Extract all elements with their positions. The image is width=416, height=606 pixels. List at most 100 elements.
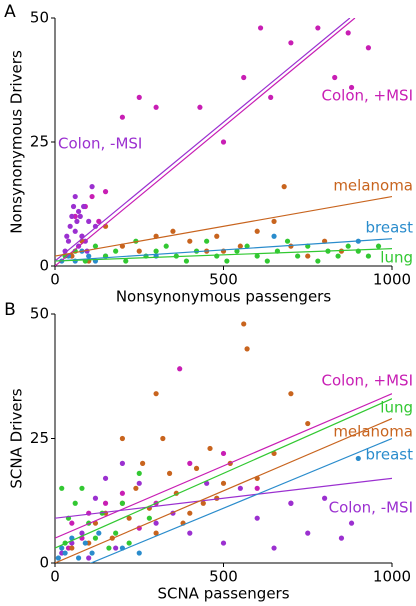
point xyxy=(220,450,227,457)
series-label: Colon, +MSI xyxy=(322,372,414,390)
point xyxy=(74,218,80,224)
point xyxy=(62,248,68,254)
point xyxy=(254,485,260,491)
point xyxy=(338,248,345,254)
point xyxy=(200,500,206,506)
point xyxy=(65,238,72,244)
point xyxy=(153,520,159,526)
point xyxy=(102,189,109,195)
point xyxy=(136,470,142,476)
point xyxy=(305,420,311,427)
point xyxy=(338,535,345,541)
point xyxy=(348,84,355,91)
point xyxy=(153,391,159,397)
plot-area xyxy=(55,321,392,563)
point xyxy=(183,258,190,264)
point xyxy=(64,233,70,239)
point xyxy=(241,321,247,327)
y-axis-title: SCNA Drivers xyxy=(8,388,26,488)
point xyxy=(365,253,372,259)
point xyxy=(119,435,125,442)
y-tick-label: 25 xyxy=(30,133,49,151)
point xyxy=(284,238,291,244)
point xyxy=(86,555,92,561)
point xyxy=(254,515,260,521)
panel-label: A xyxy=(4,2,16,22)
series-label: melanoma xyxy=(333,177,413,195)
point xyxy=(113,545,119,551)
point xyxy=(59,545,65,551)
point xyxy=(119,500,125,506)
x-axis-title: Nonsynonymous passengers xyxy=(116,288,332,306)
point xyxy=(72,500,78,506)
point xyxy=(126,540,132,546)
fit-line xyxy=(55,195,392,257)
point xyxy=(355,455,361,462)
plot-area xyxy=(55,18,392,266)
point xyxy=(375,243,382,249)
point xyxy=(102,500,109,506)
point xyxy=(140,460,146,466)
point xyxy=(136,480,142,486)
point xyxy=(345,30,351,36)
point xyxy=(136,94,142,100)
point xyxy=(224,258,230,264)
point xyxy=(288,40,294,46)
point xyxy=(123,258,129,264)
point xyxy=(69,213,75,219)
series-label: Colon, -MSI xyxy=(329,499,413,517)
fit-line xyxy=(55,248,392,262)
point xyxy=(207,445,213,452)
x-tick-label: 500 xyxy=(209,568,238,586)
y-axis-title: Nonsynonymous Drivers xyxy=(8,50,26,234)
point xyxy=(187,530,193,536)
point xyxy=(332,74,338,81)
point xyxy=(113,248,119,254)
fit-line xyxy=(55,393,392,539)
point xyxy=(365,45,372,51)
point xyxy=(348,520,355,526)
point xyxy=(153,248,159,254)
point xyxy=(72,193,78,200)
point xyxy=(86,218,92,224)
point xyxy=(166,470,173,476)
point xyxy=(288,500,294,506)
point xyxy=(96,218,102,224)
point xyxy=(75,555,82,561)
point xyxy=(271,545,277,551)
fit-line xyxy=(89,437,392,563)
point xyxy=(79,530,85,536)
point xyxy=(254,253,260,259)
point xyxy=(69,520,75,526)
point xyxy=(335,253,341,259)
point xyxy=(237,243,243,249)
point xyxy=(146,515,152,521)
point xyxy=(136,248,142,254)
y-tick-label: 0 xyxy=(39,257,49,275)
point xyxy=(315,25,321,31)
point xyxy=(214,233,220,239)
fit-line xyxy=(55,18,351,262)
point xyxy=(160,435,166,442)
series-label: breast xyxy=(366,446,414,464)
point xyxy=(119,114,125,120)
point xyxy=(345,243,351,249)
point xyxy=(55,555,61,561)
point xyxy=(322,495,328,501)
point xyxy=(102,475,109,481)
fit-line xyxy=(55,398,392,549)
point xyxy=(163,243,169,249)
point xyxy=(315,258,321,264)
point xyxy=(67,223,73,229)
point xyxy=(92,243,99,249)
point xyxy=(170,228,176,234)
point xyxy=(241,74,247,81)
point xyxy=(305,253,311,259)
point xyxy=(79,485,85,491)
point xyxy=(288,243,294,249)
series-label: lung xyxy=(380,399,413,417)
series-label: Colon, +MSI xyxy=(322,87,414,105)
point xyxy=(119,460,125,466)
x-tick-label: 1000 xyxy=(373,271,411,289)
